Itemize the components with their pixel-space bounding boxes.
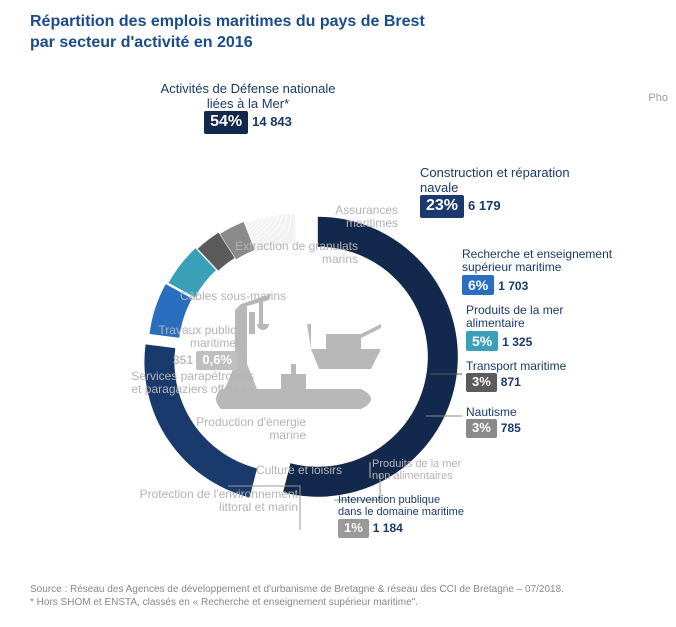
source-footnote: Source : Réseau des Agences de développe…	[30, 583, 636, 609]
label-recherche: Recherche et enseignementsupérieur marit…	[462, 248, 612, 296]
chart-title-line1: Répartition des emplois maritimes du pay…	[30, 13, 425, 30]
label-grey-5: Production d'énergiemarine	[126, 416, 306, 444]
label-grey-7: Protection de l'environnementlittoral et…	[118, 488, 298, 516]
source-line1: Source : Réseau des Agences de développe…	[30, 584, 564, 595]
label-grey-0: Assurancesmaritimes	[218, 204, 398, 232]
label-construction: Construction et réparationnavale23%6 179	[420, 166, 570, 218]
label-grey-1: Extraction de granulatsmarins	[178, 240, 358, 268]
label-nautisme: Nautisme3%785	[466, 406, 521, 439]
source-line2: * Hors SHOM et ENSTA, classés en « Reche…	[30, 597, 418, 608]
label-grey-6: Culture et loisirs	[162, 464, 342, 478]
label-intervention: Intervention publiquedans le domaine mar…	[338, 494, 464, 538]
label-grey-4: Services parapétrolierset paragaziers of…	[74, 370, 254, 398]
chart-title-line2: par secteur d'activité en 2016	[30, 34, 253, 51]
label-transport: Transport maritime3%871	[466, 360, 566, 393]
label-travaux: Travaux publicsmaritimes351 0,6%	[72, 324, 242, 371]
label-produits: Produits de la meralimentaire5%1 325	[466, 304, 563, 352]
label-grey-2: Câbles sous-marins	[106, 290, 286, 304]
label-produits-non-alim: Produits de la mernon alimentaires	[372, 458, 461, 483]
label-defense: Activités de Défense nationaleliées à la…	[128, 82, 368, 134]
pie-chart: Activités de Défense nationaleliées à la…	[0, 54, 676, 554]
